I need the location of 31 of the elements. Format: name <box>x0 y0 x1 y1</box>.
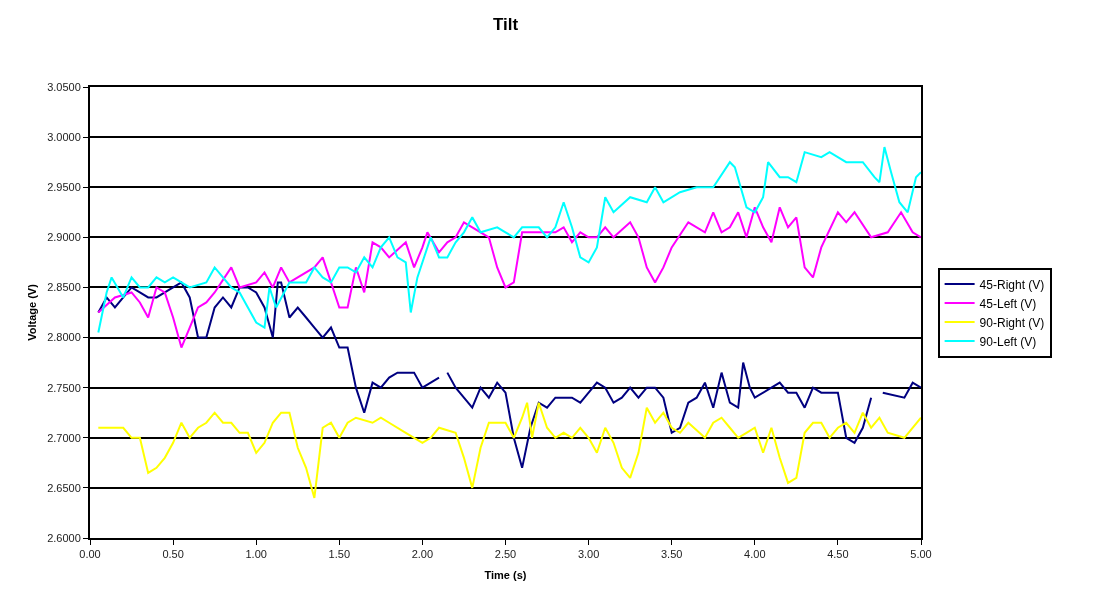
line-series <box>97 401 921 499</box>
line-series <box>97 206 921 349</box>
y-tick-label: 2.6000 <box>47 531 81 544</box>
x-axis-title: Time (s) <box>484 568 527 581</box>
y-tick-label: 2.9500 <box>47 181 81 194</box>
x-tick-label: 1.00 <box>245 548 267 561</box>
x-tick-label: 0.00 <box>79 548 101 561</box>
legend-label: 90-Right (V) <box>979 315 1045 330</box>
x-tick-label: 2.50 <box>494 548 517 561</box>
x-tick-label: 4.00 <box>744 548 766 561</box>
legend-label: 45-Right (V) <box>979 277 1045 292</box>
y-tick-label: 2.8500 <box>47 281 81 294</box>
y-tick-label: 2.7000 <box>47 431 81 444</box>
x-tick-label: 1.50 <box>328 548 351 561</box>
y-tick-label: 3.0000 <box>47 130 81 143</box>
x-tick-label: 4.50 <box>827 548 849 561</box>
y-tick-label: 2.7500 <box>47 381 81 394</box>
y-tick-label: 2.6500 <box>47 481 81 494</box>
x-tick-label: 5.00 <box>910 548 932 561</box>
y-axis-title: Voltage (V) <box>26 283 39 341</box>
x-tick-label: 3.00 <box>577 548 600 561</box>
y-tick-label: 2.9000 <box>47 231 81 244</box>
legend-label: 90-Left (V) <box>979 334 1037 349</box>
y-tick-label: 2.8000 <box>47 331 81 344</box>
x-tick-label: 3.50 <box>660 548 683 561</box>
chart-title: Tilt <box>492 14 519 34</box>
line-series <box>97 146 921 334</box>
legend-label: 45-Left (V) <box>979 296 1037 311</box>
x-tick-label: 0.50 <box>162 548 184 561</box>
x-tick-label: 2.00 <box>411 548 434 561</box>
y-tick-label: 3.0500 <box>47 80 81 93</box>
